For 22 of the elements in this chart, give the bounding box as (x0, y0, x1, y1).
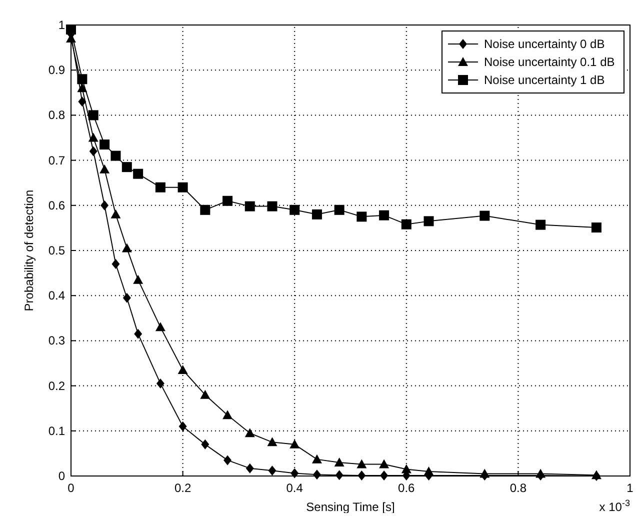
x-tick-label: 0.6 (398, 481, 416, 495)
legend-label: Noise uncertainty 0 dB (484, 37, 605, 51)
y-tick-label: 1 (58, 18, 66, 32)
y-tick-label: 0.5 (48, 244, 66, 258)
y-tick-label: 0.6 (48, 198, 66, 212)
x-tick-label: 0 (68, 481, 75, 495)
y-tick-label: 0.4 (48, 288, 66, 303)
x-tick-label: 0.2 (174, 481, 192, 495)
y-tick-label: 0.9 (48, 63, 66, 78)
y-tick-label: 0.8 (48, 108, 66, 122)
x-tick-label: 1 (626, 481, 634, 495)
x-tick-label: 0.8 (510, 481, 527, 495)
y-tick-label: 0.3 (48, 334, 66, 348)
y-tick-label: 0 (58, 469, 66, 483)
y-tick-label: 0.1 (48, 424, 66, 438)
y-tick-label: 0.2 (48, 378, 66, 393)
x-tick-label: 0.4 (286, 481, 304, 495)
text: x 10$^{-3}$ (599, 498, 630, 514)
legend-label: Noise uncertainty 0.1 dB (484, 55, 615, 69)
legend-label: Noise uncertainty 1 dB (484, 73, 605, 87)
y-tick-label: 0.7 (48, 153, 66, 168)
y-axis-title: Probability of detection (22, 190, 36, 312)
